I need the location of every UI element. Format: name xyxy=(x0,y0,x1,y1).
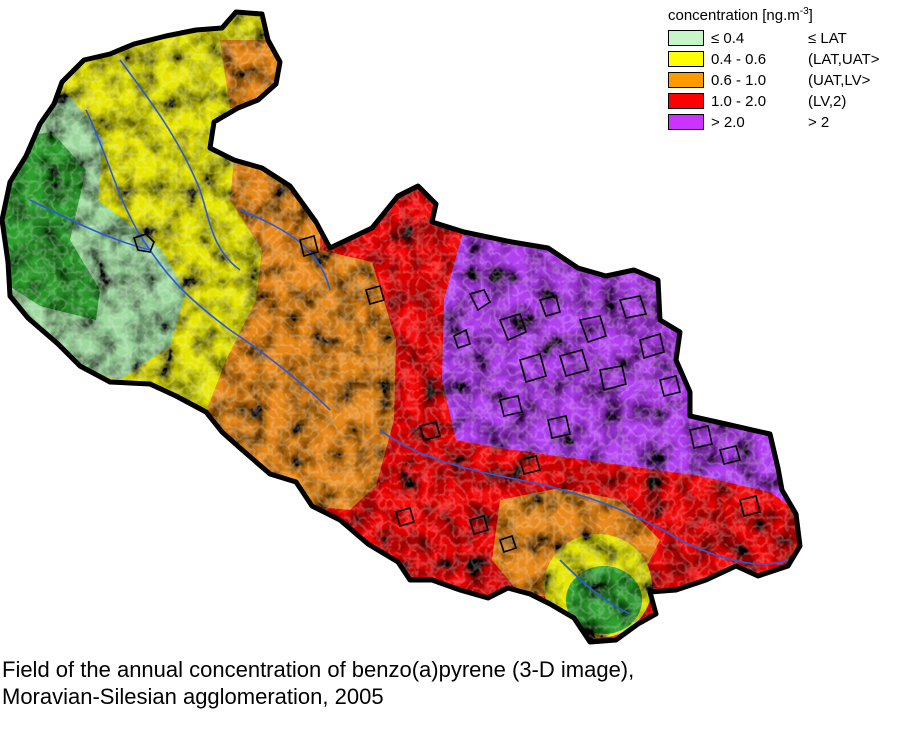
legend-class: (UAT,LV> xyxy=(808,72,871,89)
legend-row-le-0-4: ≤ 0.4 ≤ LAT xyxy=(668,29,898,50)
legend-title-prefix: concentration [ng.m xyxy=(668,7,800,24)
legend-title: concentration [ng.m-3] xyxy=(668,3,898,25)
legend-class: > 2 xyxy=(808,114,830,131)
legend-swatch xyxy=(668,51,704,67)
map-legend: concentration [ng.m-3] ≤ 0.4 ≤ LAT 0.4 -… xyxy=(668,3,898,134)
legend-class: (LV,2) xyxy=(808,93,847,110)
legend-row-0-4-0-6: 0.4 - 0.6 (LAT,UAT> xyxy=(668,50,898,71)
map-caption: Field of the annual concentration of ben… xyxy=(2,656,634,710)
concentration-map xyxy=(0,0,900,650)
river-2 xyxy=(119,59,241,271)
legend-class: ≤ LAT xyxy=(808,30,847,47)
caption-line-1: Field of the annual concentration of ben… xyxy=(2,657,635,682)
river-4 xyxy=(379,429,791,565)
legend-range: 1.0 - 2.0 xyxy=(711,93,767,110)
legend-range: 0.6 - 1.0 xyxy=(711,72,767,89)
legend-swatch xyxy=(668,72,704,88)
legend-row-0-6-1-0: 0.6 - 1.0 (UAT,LV> xyxy=(668,71,898,92)
caption-line-2: Moravian-Silesian agglomeration, 2005 xyxy=(2,684,384,709)
legend-row-1-0-2-0: 1.0 - 2.0 (LV,2) xyxy=(668,92,898,113)
legend-swatch xyxy=(668,114,704,130)
legend-range: ≤ 0.4 xyxy=(711,30,745,47)
legend-title-exponent: -3 xyxy=(799,6,809,17)
municipality-outlines xyxy=(132,233,761,554)
legend-swatch xyxy=(668,93,704,109)
legend-range: > 2.0 xyxy=(711,114,745,131)
river-1 xyxy=(85,109,331,411)
legend-row-gt-2-0: > 2.0 > 2 xyxy=(668,113,898,134)
legend-title-suffix: ] xyxy=(808,7,813,24)
legend-swatch xyxy=(668,30,704,46)
legend-range: 0.4 - 0.6 xyxy=(711,51,767,68)
river-5 xyxy=(559,559,631,615)
legend-class: (LAT,UAT> xyxy=(808,51,880,68)
